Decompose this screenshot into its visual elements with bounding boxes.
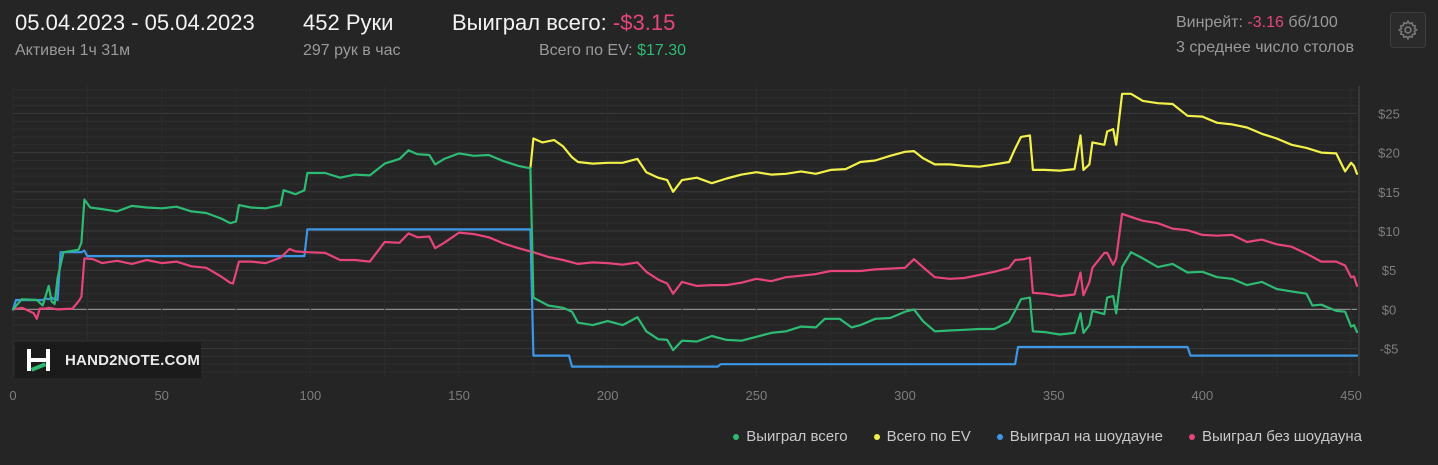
chart-series bbox=[11, 92, 1359, 368]
winrate-block: Винрейт: -3.16 бб/100 3 среднее число ст… bbox=[1176, 14, 1354, 57]
hands-count: 452 Руки bbox=[303, 10, 394, 35]
winrate-value: -3.16 bbox=[1247, 14, 1284, 31]
winnings-chart: 0 50 100 150 200 250 300 350 400 450 -$5 $0 $5 $10 $1… bbox=[9, 86, 1400, 403]
settings-button[interactable] bbox=[1390, 12, 1426, 48]
hands-per-hour: 297 рук в час bbox=[303, 42, 401, 59]
won-total-value: -$3.15 bbox=[612, 10, 676, 35]
legend-item-non-showdown[interactable]: Выиграл без шоудауна bbox=[1189, 428, 1362, 445]
series-line-3 bbox=[11, 212, 1359, 320]
won-block: Выиграл всего: -$3.15 Всего по EV: $17.3… bbox=[452, 10, 686, 60]
logo-text: HAND2NOTE.COM bbox=[65, 351, 201, 369]
x-tick-label: 250 bbox=[746, 388, 768, 403]
x-tick-label: 0 bbox=[9, 388, 16, 403]
x-tick-label: 100 bbox=[299, 388, 321, 403]
x-tick-label: 150 bbox=[448, 388, 470, 403]
legend-marker bbox=[1189, 433, 1196, 440]
y-axis: -$5 $0 $5 $10 $15 $20 $25 bbox=[1378, 106, 1400, 356]
won-total: Выиграл всего: -$3.15 bbox=[452, 10, 686, 36]
series-line-1 bbox=[529, 92, 1359, 193]
x-tick-label: 450 bbox=[1340, 388, 1362, 403]
winrate-unit: бб/100 bbox=[1288, 14, 1338, 31]
y-tick-label: $10 bbox=[1378, 224, 1400, 239]
chart-grid bbox=[12, 86, 1360, 376]
date-range: 05.04.2023 - 05.04.2023 bbox=[15, 10, 255, 35]
ev-total: Всего по EV: $17.30 bbox=[452, 42, 686, 60]
legend-marker bbox=[996, 433, 1003, 440]
legend-label: Выиграл без шоудауна bbox=[1202, 428, 1362, 445]
date-block: 05.04.2023 - 05.04.2023 Активен 1ч 31м bbox=[15, 10, 255, 60]
y-tick-label: $20 bbox=[1378, 146, 1400, 161]
y-tick-label: $15 bbox=[1378, 185, 1400, 200]
gear-icon bbox=[1397, 19, 1419, 41]
legend-marker bbox=[873, 433, 880, 440]
series-line-0 bbox=[11, 149, 1359, 352]
winrate-label: Винрейт: bbox=[1176, 14, 1243, 31]
won-total-label: Выиграл всего: bbox=[452, 10, 607, 35]
chart-legend: Выиграл всего Всего по EV Выиграл на шоу… bbox=[733, 428, 1362, 445]
ev-total-label: Всего по EV: bbox=[539, 42, 633, 59]
legend-item-won-total[interactable]: Выиграл всего bbox=[733, 428, 848, 445]
avg-tables: 3 среднее число столов bbox=[1176, 39, 1354, 56]
legend-item-showdown[interactable]: Выиграл на шоудауне bbox=[996, 428, 1164, 445]
y-tick-label: $0 bbox=[1382, 302, 1396, 317]
legend-marker bbox=[733, 433, 740, 440]
logo: HAND2NOTE.COM bbox=[15, 342, 201, 378]
legend-label: Выиграл всего bbox=[746, 428, 848, 445]
x-tick-label: 300 bbox=[894, 388, 916, 403]
legend-item-all-in-ev[interactable]: Всего по EV bbox=[873, 428, 971, 445]
ev-total-value: $17.30 bbox=[637, 42, 686, 59]
series-line-2 bbox=[11, 228, 1359, 368]
x-tick-label: 400 bbox=[1192, 388, 1214, 403]
legend-label: Всего по EV bbox=[886, 428, 971, 445]
active-time: Активен 1ч 31м bbox=[15, 42, 131, 59]
hands-block: 452 Руки 297 рук в час bbox=[303, 10, 400, 60]
x-tick-label: 200 bbox=[597, 388, 619, 403]
x-axis: 0 50 100 150 200 250 300 350 400 450 bbox=[9, 388, 1362, 403]
h2n-logo-icon bbox=[27, 349, 50, 372]
legend-label: Выиграл на шоудауне bbox=[1009, 428, 1164, 445]
y-tick-label: $5 bbox=[1382, 263, 1396, 278]
x-tick-label: 350 bbox=[1043, 388, 1065, 403]
y-tick-label: -$5 bbox=[1380, 342, 1399, 357]
y-tick-label: $25 bbox=[1378, 106, 1400, 121]
x-tick-label: 50 bbox=[154, 388, 168, 403]
winrate: Винрейт: -3.16 бб/100 bbox=[1176, 14, 1354, 32]
